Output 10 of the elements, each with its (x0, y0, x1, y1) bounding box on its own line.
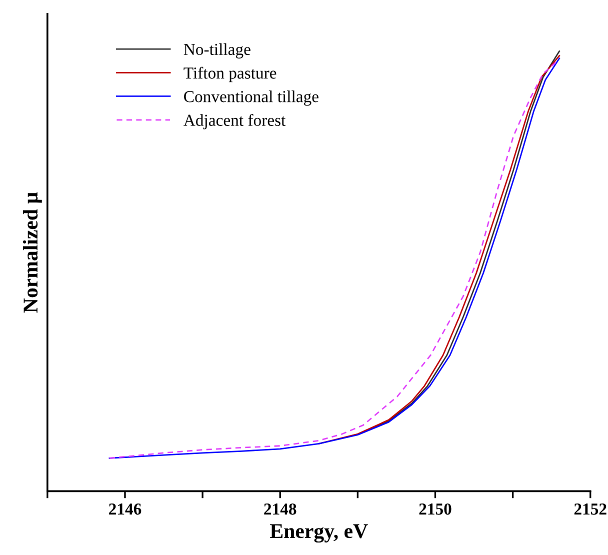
x-tick-label: 2146 (109, 504, 142, 515)
x-tick-label: 2150 (419, 503, 452, 515)
legend-label: Tifton pasture (184, 66, 276, 82)
x-axis-title: Energy, eV (270, 524, 368, 543)
legend-label: No-tillage (184, 43, 250, 58)
x-tick-label: 2152 (574, 504, 606, 515)
y-axis-title: Normalized μ (22, 192, 42, 313)
x-tick-label: 2148 (264, 503, 296, 515)
legend-label: Conventional tillage (184, 90, 318, 106)
legend-label: Adjacent forest (184, 114, 286, 130)
